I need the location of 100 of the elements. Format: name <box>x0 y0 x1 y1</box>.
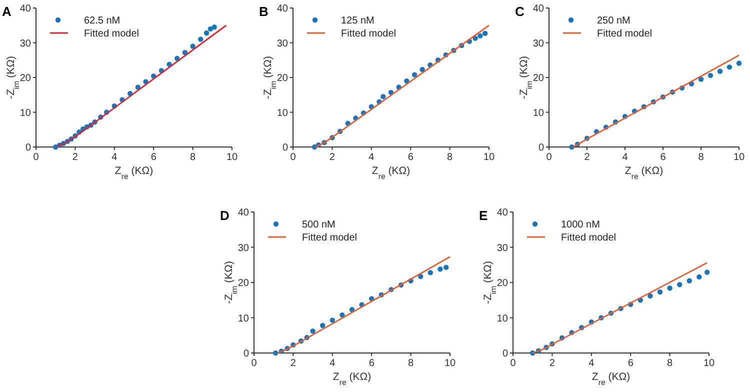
x-tick-label: 8 <box>190 152 196 163</box>
point <box>182 50 188 56</box>
x-tick-label: 0 <box>251 358 258 369</box>
y-tick-label: 20 <box>20 73 32 84</box>
chart-title: A <box>2 4 12 19</box>
chart-title: B <box>259 4 268 19</box>
y-tick-label: 20 <box>276 73 288 84</box>
x-tick-label: 0 <box>510 358 516 369</box>
x-tick-label: 10 <box>444 358 456 369</box>
y-tick-label: 30 <box>532 38 544 50</box>
y-tick-label: 10 <box>496 313 508 324</box>
point <box>443 264 449 270</box>
point <box>198 36 204 42</box>
point <box>212 24 217 30</box>
point <box>208 26 214 32</box>
x-tick-label: 4 <box>112 152 118 163</box>
point <box>726 64 732 70</box>
legend-label: 1000 nM <box>561 220 600 230</box>
y-tick-label: 20 <box>496 278 508 289</box>
x-tick-label: 2 <box>584 152 590 163</box>
point <box>648 293 653 298</box>
legend-label: 62.5 nM <box>84 16 120 26</box>
x-axis-title: Z$_{re}$ (KΩ) <box>624 165 664 180</box>
y-tick-label: 40 <box>496 208 508 218</box>
legend-label: Fitted model <box>341 28 396 40</box>
y-tick-label: 40 <box>532 4 544 14</box>
x-tick-label: 8 <box>447 152 454 163</box>
y-tick-label: 10 <box>276 108 288 119</box>
x-tick-label: 8 <box>698 152 704 163</box>
legend-label: 125 nM <box>341 16 374 26</box>
y-tick-label: 20 <box>532 73 544 84</box>
x-tick-label: 0 <box>33 152 40 163</box>
point <box>380 94 386 100</box>
y-tick-label: 0 <box>538 142 544 154</box>
point <box>696 274 702 280</box>
y-tick-label: 0 <box>502 348 508 360</box>
point <box>704 270 710 275</box>
point <box>686 278 692 284</box>
point <box>708 72 714 78</box>
y-tick-label: 30 <box>238 242 250 254</box>
x-tick-label: 6 <box>150 152 157 163</box>
x-tick-label: 6 <box>408 152 414 163</box>
point <box>736 60 742 66</box>
point <box>677 282 682 288</box>
point <box>472 36 478 41</box>
legend-label: 500 nM <box>302 220 336 230</box>
legend-label: Fitted model <box>561 232 616 244</box>
point <box>320 322 326 328</box>
x-tick-label: 10 <box>703 358 715 369</box>
y-tick-label: 40 <box>20 4 32 14</box>
point <box>190 44 196 49</box>
y-tick-label: 30 <box>20 38 32 50</box>
x-tick-label: 4 <box>622 152 628 163</box>
x-axis-title: Z$_{re}$ (KΩ) <box>114 165 154 180</box>
y-tick-label: 40 <box>276 4 288 14</box>
x-tick-label: 4 <box>330 358 336 369</box>
x-tick-label: 10 <box>226 152 238 163</box>
x-tick-label: 6 <box>368 358 375 369</box>
x-tick-label: 2 <box>290 358 296 369</box>
y-tick-label: 0 <box>282 142 288 154</box>
x-tick-label: 4 <box>368 152 375 163</box>
x-tick-label: 10 <box>733 152 745 163</box>
y-tick-label: 30 <box>276 38 288 50</box>
point <box>438 266 443 272</box>
legend-label: 250 nM <box>597 16 630 26</box>
chart-title: E <box>479 208 488 223</box>
x-axis-title: Z$_{re}$ (KΩ) <box>332 371 372 386</box>
point <box>698 76 704 82</box>
point <box>478 33 483 38</box>
x-tick-label: 4 <box>588 358 595 369</box>
y-tick-label: 20 <box>238 278 250 289</box>
x-axis-title: Z$_{re}$ (KΩ) <box>372 165 410 180</box>
point <box>418 274 424 280</box>
y-tick-label: 10 <box>238 313 250 324</box>
y-tick-label: 0 <box>25 142 32 154</box>
x-tick-label: 8 <box>667 358 674 369</box>
x-tick-label: 0 <box>290 152 296 163</box>
x-tick-label: 6 <box>628 358 634 369</box>
x-tick-label: 2 <box>329 152 336 163</box>
point <box>657 289 663 295</box>
chart-title: D <box>220 208 230 223</box>
y-tick-label: 10 <box>20 108 32 119</box>
x-tick-label: 6 <box>660 152 666 163</box>
point <box>420 66 425 72</box>
x-tick-label: 8 <box>408 358 414 369</box>
x-tick-label: 2 <box>72 152 78 163</box>
point <box>482 30 488 36</box>
point <box>412 72 418 78</box>
point <box>204 30 210 36</box>
y-tick-label: 10 <box>532 108 544 119</box>
point <box>340 312 345 318</box>
point <box>667 286 672 291</box>
x-tick-label: 10 <box>483 152 495 163</box>
x-axis-title: Z$_{re}$ (KΩ) <box>592 371 630 386</box>
point <box>310 328 316 334</box>
y-tick-label: 40 <box>238 208 250 218</box>
y-tick-label: 30 <box>496 242 508 254</box>
point <box>717 68 723 74</box>
x-tick-label: 0 <box>546 152 552 163</box>
legend-label: Fitted model <box>84 28 140 40</box>
